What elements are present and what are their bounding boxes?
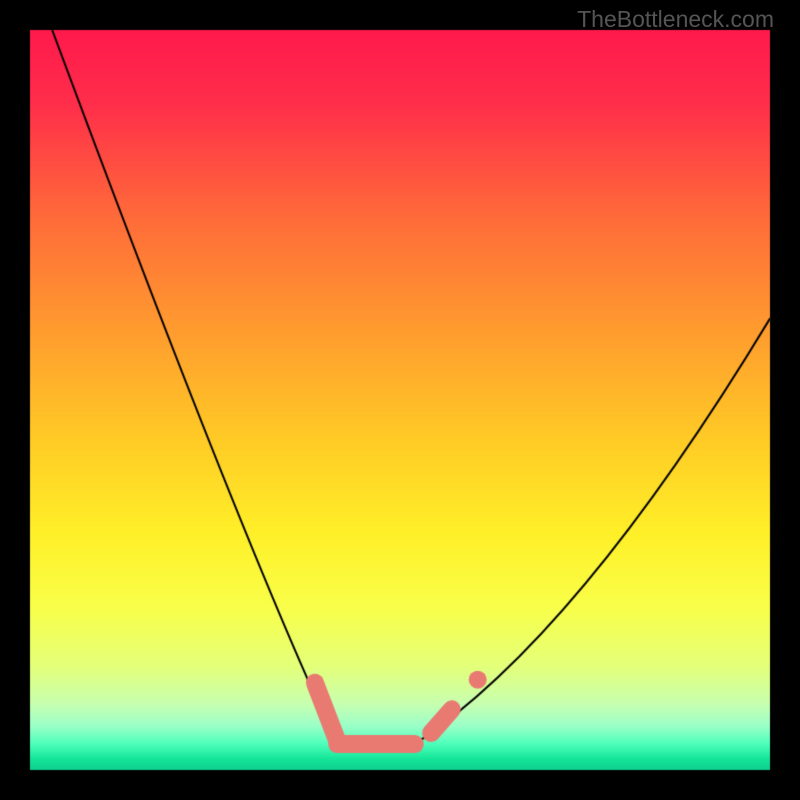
watermark-text: TheBottleneck.com <box>577 6 774 33</box>
curve-markers <box>0 0 800 800</box>
